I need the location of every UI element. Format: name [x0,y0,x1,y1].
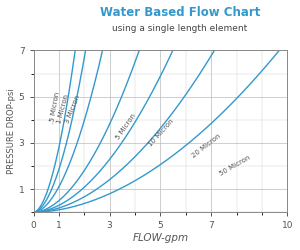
Text: .5 Micron: .5 Micron [49,92,61,124]
Text: 10 Micron: 10 Micron [148,118,175,148]
Text: 5 Micron: 5 Micron [115,112,137,140]
Text: 1 Micron: 1 Micron [56,94,70,124]
Text: 3 Micron: 3 Micron [64,94,81,124]
X-axis label: FLOW-gpm: FLOW-gpm [132,233,188,243]
Text: Water Based Flow Chart: Water Based Flow Chart [100,6,260,19]
Text: 50 Micron: 50 Micron [219,154,252,176]
Text: using a single length element: using a single length element [112,24,248,33]
Y-axis label: PRESSURE DROP-psi: PRESSURE DROP-psi [7,88,16,174]
Text: 20 Micron: 20 Micron [191,133,222,159]
